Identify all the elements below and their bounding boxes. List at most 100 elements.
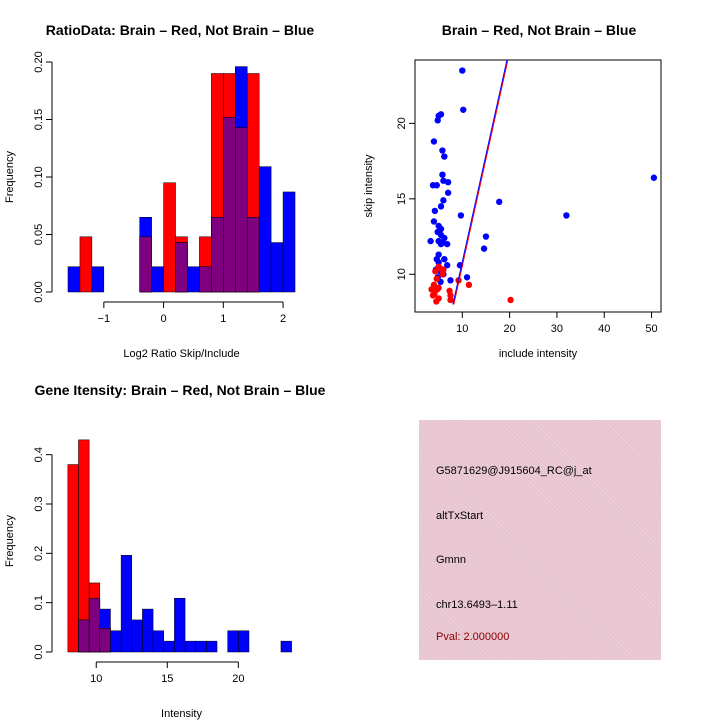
intensity-y-tick-label: 0.0 (33, 644, 45, 659)
scatter-point-not-brain (480, 245, 488, 252)
scatter-y-tick-label: 20 (396, 117, 408, 129)
intensity-bar-not-brain (142, 608, 154, 653)
scatter-point-brain (465, 281, 473, 289)
scatter-point-brain (431, 290, 438, 298)
pval-text: Pval: 2.000000 (436, 631, 510, 643)
scatter-point-brain (446, 287, 453, 295)
intensity-y-tick-label: 0.1 (33, 595, 45, 610)
ratio-x-tick-label: 0 (161, 313, 167, 325)
ratio-bar-brain (163, 182, 176, 293)
ratio-bar-not-brain (187, 266, 200, 293)
intensity-bar-overlap (88, 597, 101, 653)
scatter-x-tick-label: 10 (456, 323, 468, 335)
ratio-bar-overlap (211, 217, 224, 293)
intensity-bar-overlap (78, 619, 90, 653)
intensity-bar-not-brain (120, 555, 133, 653)
scatter-point-not-brain (430, 138, 438, 145)
ratio-bar-overlap (139, 236, 152, 293)
ratio-xlabel: Log2 Ratio Skip/Include (123, 348, 239, 360)
ratio-y-tick-label: 0.00 (33, 281, 45, 302)
intensity-bar-overlap (99, 628, 111, 653)
scatter-point-not-brain (439, 147, 446, 154)
intensity-bar-not-brain (206, 640, 218, 653)
ratio-bar-not-brain (258, 166, 272, 293)
intensity-bar-brain (67, 464, 79, 653)
scatter-point-not-brain (441, 255, 448, 263)
scatter-point-not-brain (437, 203, 445, 210)
location-text: chr13.6493–1.11 (436, 599, 518, 611)
ratio-ylabel: Frequency (4, 151, 16, 203)
ratio-bar-not-brain (270, 242, 284, 293)
scatter-point-not-brain (434, 117, 441, 124)
scatter-point-not-brain (431, 207, 439, 215)
scatter-x-tick-label: 30 (551, 323, 563, 335)
ratio-bar-brain (79, 236, 93, 293)
intensity-y-tick-label: 0.4 (33, 447, 45, 462)
intensity-bar-not-brain (184, 640, 196, 653)
intensity-bar-not-brain (152, 630, 164, 653)
scatter-xlabel: include intensity (499, 348, 578, 360)
scatter-y-tick-label: 10 (396, 268, 408, 280)
scatter-point-not-brain (427, 237, 434, 245)
intensity-title: Gene Itensity: Brain – Red, Not Brain – … (35, 382, 326, 398)
scatter-point-not-brain (563, 212, 570, 219)
scatter-point-not-brain (443, 262, 451, 269)
scatter-fit-line (453, 60, 509, 305)
scatter-point-brain (433, 298, 440, 305)
ratio-bar-overlap (199, 266, 212, 293)
ratio-bar-not-brain (282, 191, 296, 293)
ratio-bar-overlap (223, 116, 236, 293)
scatter-title: Brain – Red, Not Brain – Blue (442, 22, 637, 38)
scatter-x-tick-label: 50 (645, 323, 657, 335)
intensity-bar-not-brain (238, 630, 250, 653)
intensity-x-tick-label: 10 (90, 673, 102, 685)
scatter-point-not-brain (440, 197, 447, 204)
event-type-text: altTxStart (436, 510, 484, 522)
intensity-y-tick-label: 0.3 (33, 496, 45, 511)
scatter-plot-box (414, 59, 662, 313)
scatter-point-brain (447, 296, 454, 304)
scatter-y-tick-label: 15 (396, 193, 408, 205)
scatter-point-not-brain (430, 218, 438, 225)
scatter-point-not-brain (439, 171, 446, 178)
ratio-y-tick-label: 0.10 (33, 166, 45, 187)
scatter-point-brain (507, 296, 514, 304)
intensity-bar-not-brain (227, 630, 239, 653)
intensity-x-tick-label: 15 (161, 673, 173, 685)
intensity-bar-not-brain (131, 619, 143, 653)
ratio-bar-overlap (235, 127, 248, 293)
intensity-bar-not-brain (163, 640, 175, 653)
intensity-bar-not-brain (280, 640, 292, 653)
info-panel: G5871629@J915604_RC@j_at altTxStart Gmnn… (419, 420, 661, 660)
probe-id-text: G5871629@J915604_RC@j_at (436, 465, 592, 477)
ratio-x-tick-label: 1 (220, 313, 226, 325)
scatter-point-not-brain (482, 233, 490, 240)
ratio-x-tick-label: −1 (98, 313, 111, 325)
ratio-y-tick-label: 0.20 (33, 51, 45, 72)
scatter-point-not-brain (460, 106, 467, 113)
scatter-point-brain (433, 275, 440, 283)
scatter-point-brain (439, 271, 446, 278)
intensity-bar-not-brain (195, 640, 207, 653)
scatter-point-not-brain (459, 67, 466, 74)
scatter-fit-line (452, 60, 508, 305)
scatter-point-not-brain (443, 240, 451, 248)
ratio-title: RatioData: Brain – Red, Not Brain – Blue (46, 22, 315, 38)
scatter-point-not-brain (441, 153, 448, 160)
ratio-x-tick-label: 2 (280, 313, 286, 325)
intensity-bar-not-brain (174, 597, 186, 653)
ratio-bar-not-brain (91, 266, 105, 293)
ratio-bar-not-brain (151, 266, 164, 293)
scatter-point-not-brain (444, 179, 452, 186)
gene-name-text: Gmnn (436, 554, 466, 566)
ratio-bar-overlap (246, 217, 260, 293)
scatter-x-tick-label: 20 (503, 323, 515, 335)
intensity-ylabel: Frequency (4, 515, 16, 567)
ratio-bar-overlap (175, 242, 188, 293)
scatter-ylabel: skip intensity (363, 154, 375, 217)
scatter-point-not-brain (447, 277, 454, 284)
intensity-y-tick-label: 0.2 (33, 546, 45, 561)
scatter-point-not-brain (463, 274, 471, 281)
scatter-point-not-brain (429, 182, 437, 189)
